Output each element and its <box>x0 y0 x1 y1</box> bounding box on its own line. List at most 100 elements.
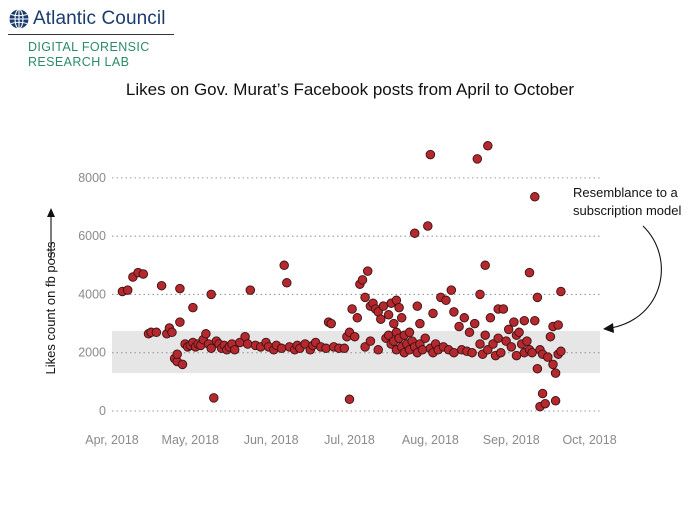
x-tick-label: May, 2018 <box>162 433 219 447</box>
data-point <box>326 318 336 329</box>
y-axis-arrow-head <box>47 208 55 217</box>
data-point <box>446 285 457 295</box>
data-point <box>522 336 532 346</box>
data-point <box>483 345 493 355</box>
y-tick-label: 0 <box>99 404 106 418</box>
data-point <box>467 347 477 358</box>
data-point <box>167 327 177 338</box>
data-point <box>417 345 428 355</box>
lab-name-line-2: RESEARCH LAB <box>28 55 130 69</box>
lab-name-line-1: DIGITAL FORENSIC <box>28 40 150 54</box>
x-tick-label: Jun, 2018 <box>244 433 299 447</box>
data-point <box>415 318 425 329</box>
data-point <box>349 331 360 342</box>
data-point <box>389 318 399 329</box>
data-point <box>543 352 553 362</box>
data-point <box>514 327 524 338</box>
y-tick-label: 4000 <box>78 287 106 301</box>
annotation-line-1: Resemblance to a <box>573 185 679 200</box>
data-point <box>175 283 185 294</box>
data-point <box>376 314 386 324</box>
data-point <box>206 289 216 300</box>
data-point <box>527 347 537 358</box>
data-point <box>156 280 167 291</box>
data-point <box>383 310 394 320</box>
data-point <box>501 336 511 346</box>
data-point <box>357 275 368 285</box>
data-point <box>503 324 514 335</box>
data-point <box>425 149 436 160</box>
data-point <box>459 313 470 323</box>
y-tick-label: 6000 <box>78 229 106 243</box>
data-point <box>449 307 459 317</box>
globe-icon <box>9 8 29 30</box>
data-point <box>441 295 451 306</box>
data-point <box>378 301 389 311</box>
annotation-arrow-head <box>603 323 614 333</box>
data-point <box>201 329 211 339</box>
data-point <box>532 363 543 374</box>
data-point <box>506 342 517 352</box>
data-point <box>321 343 331 354</box>
data-point <box>532 292 543 303</box>
data-point <box>469 318 480 329</box>
data-point <box>373 345 383 355</box>
data-point <box>550 396 561 406</box>
data-point <box>245 285 256 295</box>
data-point <box>420 333 430 343</box>
data-point <box>550 368 561 378</box>
data-point <box>553 320 563 330</box>
data-point <box>423 221 433 231</box>
data-point <box>209 393 219 403</box>
annotation-arrow <box>610 225 662 329</box>
data-point <box>530 192 540 202</box>
data-point <box>352 313 363 323</box>
data-point <box>394 302 404 313</box>
data-point <box>556 286 566 297</box>
data-point <box>172 349 182 359</box>
data-point <box>339 343 350 354</box>
data-point <box>530 315 540 326</box>
data-point <box>475 339 485 349</box>
data-point <box>545 331 556 342</box>
y-tick-label: 2000 <box>78 346 106 360</box>
x-tick-label: Oct, 2018 <box>562 433 616 447</box>
x-tick-label: Apr, 2018 <box>85 433 139 447</box>
data-point <box>480 330 490 340</box>
data-point <box>138 269 149 279</box>
data-point <box>360 292 370 303</box>
annotation-line-2: subscription model <box>573 203 681 218</box>
data-point <box>175 317 185 327</box>
data-point <box>540 398 550 409</box>
data-point <box>498 304 509 314</box>
x-tick-label: Jul, 2018 <box>324 433 375 447</box>
data-point <box>229 345 240 355</box>
y-axis-label: Likes count on fb posts <box>43 241 58 374</box>
data-point <box>365 336 376 346</box>
data-point <box>412 301 423 311</box>
data-point <box>519 315 530 326</box>
brand-header: Atlantic Council <box>8 8 174 30</box>
data-point <box>509 317 519 327</box>
data-point <box>279 260 289 271</box>
data-point <box>480 260 490 271</box>
data-point <box>344 394 355 405</box>
org-name: Atlantic Council <box>33 8 166 29</box>
lab-name: DIGITAL FORENSIC RESEARCH LAB <box>8 40 174 70</box>
x-tick-label: Sep, 2018 <box>483 433 540 447</box>
data-point <box>449 347 459 358</box>
data-point <box>282 278 292 288</box>
data-point <box>454 321 464 332</box>
data-point <box>475 289 485 300</box>
data-point <box>483 141 493 151</box>
data-point <box>464 327 475 338</box>
data-point <box>122 285 133 295</box>
data-point <box>242 339 253 349</box>
data-point <box>488 339 498 349</box>
data-point <box>485 313 496 323</box>
chart-title: Likes on Gov. Murat’s Facebook posts fro… <box>125 80 575 99</box>
data-point <box>548 359 558 370</box>
data-point <box>409 228 420 238</box>
data-point <box>276 343 287 354</box>
